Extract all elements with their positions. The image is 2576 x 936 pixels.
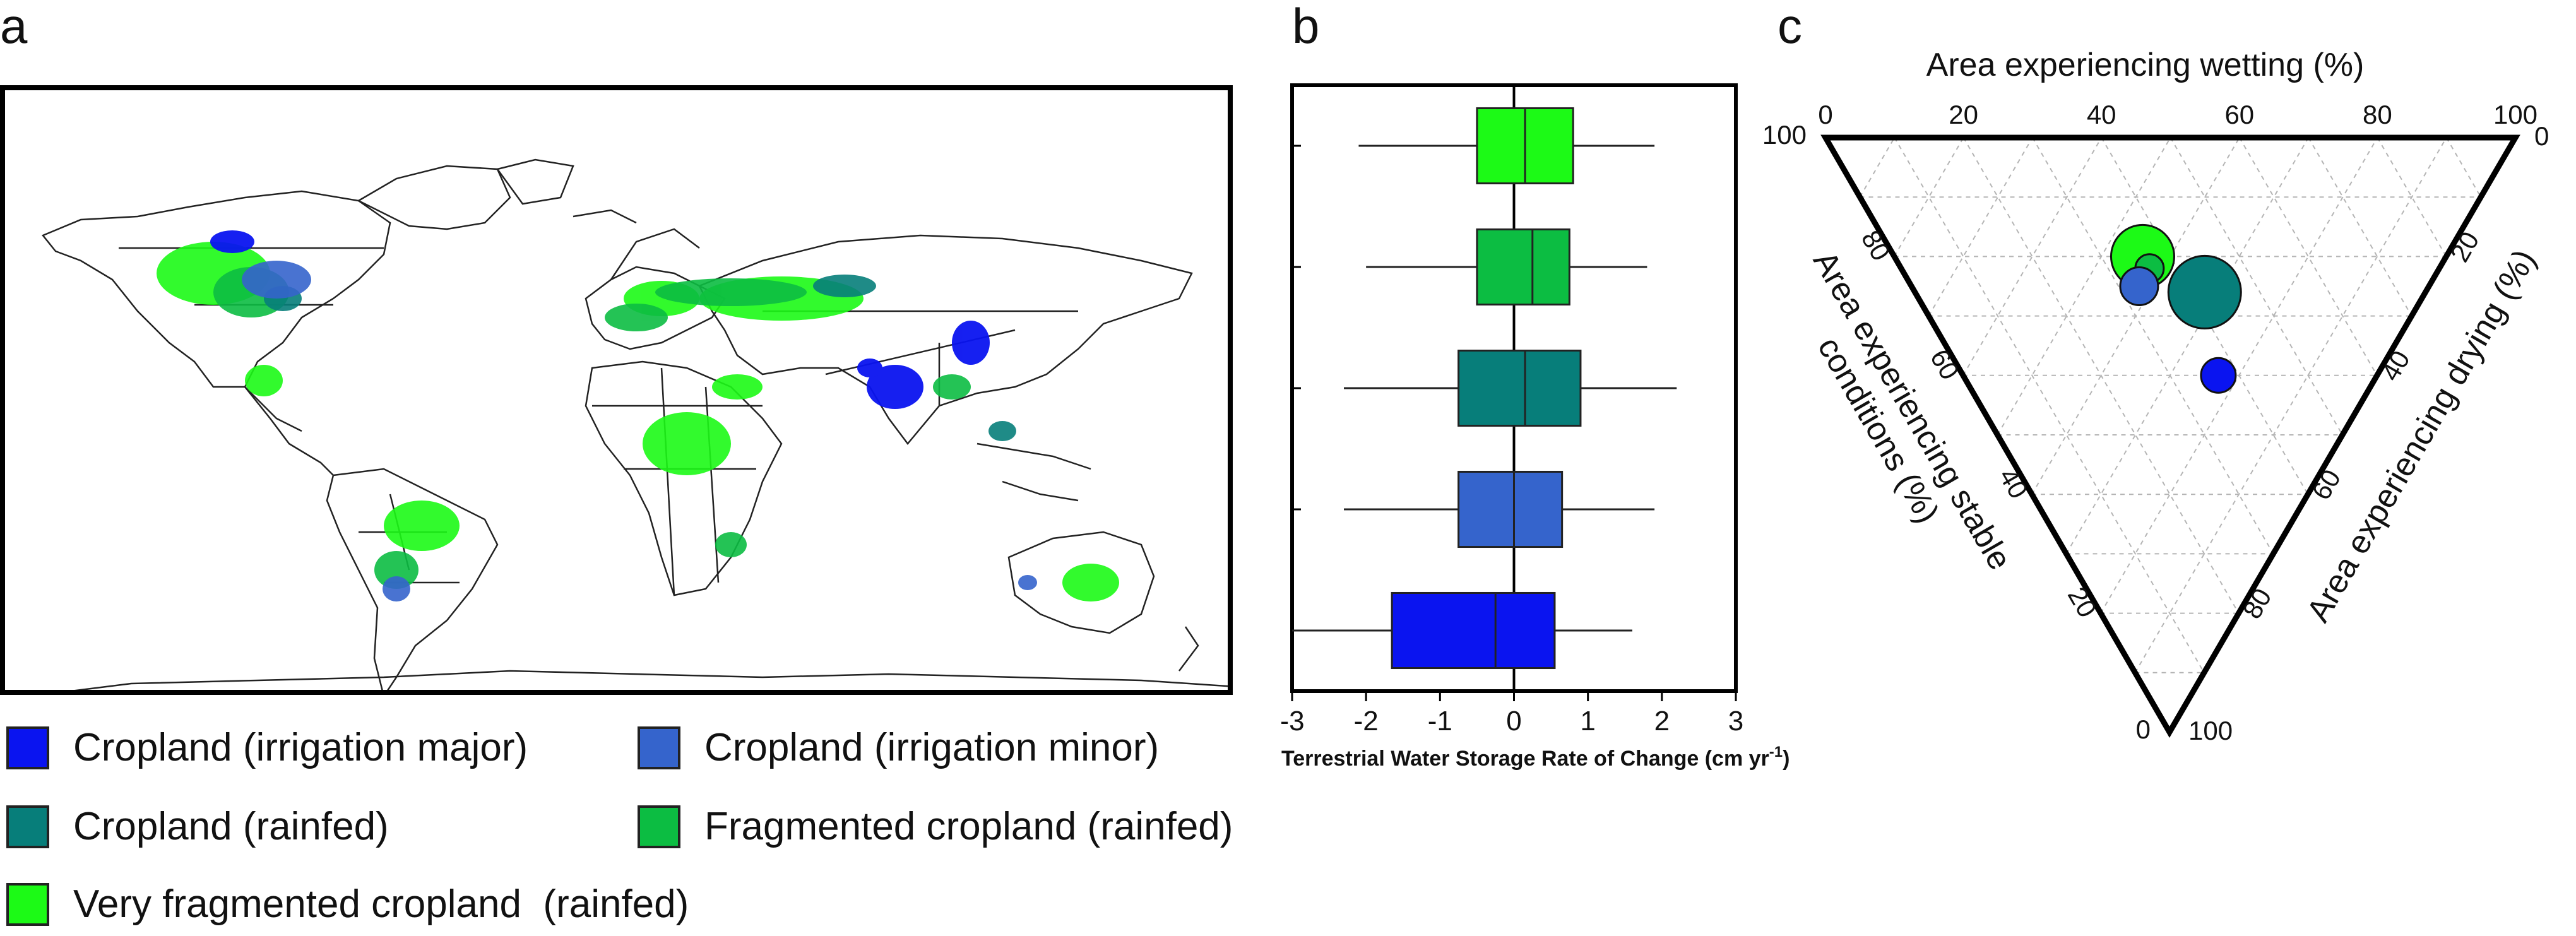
stable-tick-label: 20 [2062, 582, 2103, 622]
grid-line [1962, 137, 2240, 614]
grid-line [1928, 137, 2033, 317]
grid-line [1859, 137, 1896, 198]
drying-tick-label: 20 [2444, 227, 2484, 267]
legend-swatch [638, 726, 680, 769]
iqr-box [1391, 591, 1556, 670]
x-tick-label: -2 [1354, 706, 1379, 737]
ternary-frame [1820, 134, 2520, 738]
grid-line [2134, 137, 2447, 673]
box-2 [1292, 349, 1677, 427]
grid-line [1894, 137, 2205, 673]
ternary-point-2 [2167, 254, 2242, 329]
panel-label-a: a [0, 0, 28, 54]
panel-label-c: c [1778, 0, 1802, 54]
x-tick-label: 3 [1728, 706, 1743, 737]
iqr-box [1457, 470, 1564, 548]
wetting-tick-label: 20 [1949, 100, 1978, 129]
grid-line [2169, 137, 2343, 435]
legend-label: Cropland (irrigation major) [73, 726, 528, 769]
x-tick-label: 0 [1506, 706, 1521, 737]
x-tick-label: 2 [1654, 706, 1670, 737]
x-tick-label: -3 [1281, 706, 1305, 737]
map-graphic [41, 158, 1228, 690]
legend-item-very-fragmented-rainfed: Very fragmented cropland (rainfed) [6, 876, 689, 933]
grid-line [2308, 137, 2413, 317]
ternary-grid [1859, 137, 2482, 673]
legend-item-rainfed: Cropland (rainfed) [6, 798, 389, 855]
ternary-point-4 [2200, 357, 2237, 394]
legend-item-irrigation-minor: Cropland (irrigation minor) [638, 720, 1159, 776]
wetting-tick-label: 100 [2493, 100, 2537, 129]
wetting-tick-label: 40 [2087, 100, 2116, 129]
wetting-tick-label: 0 [1818, 100, 1832, 129]
stable-axis-label: Area experiencing stableconditions (%) [1772, 245, 2018, 596]
x-tick-label: -1 [1428, 706, 1452, 737]
legend-swatch [6, 805, 49, 848]
legend-swatch [6, 883, 49, 926]
ternary-point-3 [2119, 266, 2159, 306]
grid-line [2032, 137, 2274, 554]
legend-label: Fragmented cropland (rainfed) [704, 805, 1233, 848]
wetting-tick-label: 60 [2224, 100, 2254, 129]
drying-tick-label: 80 [2237, 583, 2277, 624]
box-4 [1292, 591, 1632, 670]
x-axis-label: Terrestrial Water Storage Rate of Change… [1281, 743, 1790, 770]
stable-tick-label: 0 [2136, 714, 2151, 744]
legend-item-irrigation-major: Cropland (irrigation major) [6, 720, 528, 776]
stable-tick-label: 100 [1762, 120, 1807, 150]
stable-tick-label: 40 [1993, 463, 2034, 504]
stable-tick-label: 80 [1856, 225, 1896, 266]
grid-line [2065, 137, 2309, 554]
grid-line [1997, 137, 2171, 435]
grid-line [2238, 137, 2378, 376]
iqr-box [1457, 349, 1582, 427]
legend-swatch [638, 805, 680, 848]
drying-tick-label: 60 [2306, 465, 2346, 505]
legend-label: Cropland (irrigation minor) [704, 726, 1160, 769]
iqr-box [1476, 228, 1570, 306]
legend: Cropland (irrigation major) Cropland (ir… [0, 720, 1389, 934]
drying-tick-label: 100 [2188, 716, 2233, 745]
grid-line [2445, 137, 2482, 198]
cropland-patches [157, 230, 1119, 601]
boxplot-chart: -3 -2 -1 0 1 2 3 Terrestrial Water Storage Rate… [1281, 83, 1790, 770]
box-1 [1292, 228, 1647, 306]
wetting-tick-label: 80 [2363, 100, 2392, 129]
drying-tick-label: 0 [2534, 121, 2549, 151]
drying-tick-label: 40 [2375, 345, 2416, 386]
ternary-chart: 0 20 40 60 80 100020406080100100806040200Area… [1762, 47, 2549, 745]
legend-swatch [6, 726, 49, 769]
stable-tick-label: 60 [1925, 344, 1965, 384]
box-0 [1292, 107, 1655, 185]
legend-label: Cropland (rainfed) [73, 805, 389, 848]
panel-label-b: b [1292, 0, 1320, 54]
box-3 [1292, 470, 1655, 548]
world-cropland-map [0, 85, 1233, 695]
legend-item-fragmented-rainfed: Fragmented cropland (rainfed) [638, 798, 1233, 855]
grid-line [2031, 137, 2240, 495]
legend-label: Very fragmented cropland (rainfed) [73, 882, 689, 926]
x-tick-label: 1 [1580, 706, 1595, 737]
wetting-axis-label: Area experiencing wetting (%) [1926, 47, 2365, 83]
grid-line [1962, 137, 2103, 376]
